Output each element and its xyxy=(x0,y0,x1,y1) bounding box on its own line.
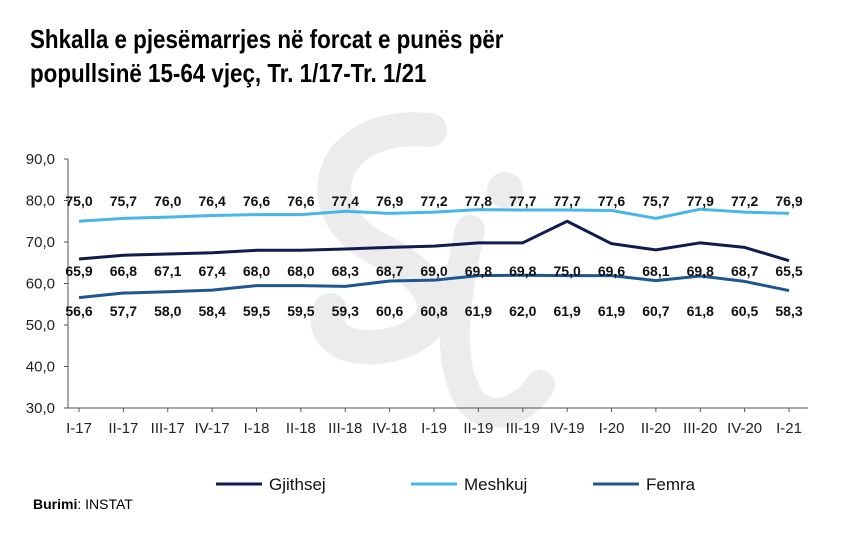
series-lines xyxy=(78,207,790,300)
x-tick-label: III-17 xyxy=(151,420,185,437)
series-line-gjithsej xyxy=(78,219,790,263)
data-label-gjithsej: 68,0 xyxy=(243,263,270,279)
data-label-gjithsej: 68,3 xyxy=(332,263,359,279)
data-label-gjithsej: 65,5 xyxy=(775,263,802,279)
legend-label-meshkuj: Meshkuj xyxy=(464,475,527,494)
data-label-meshkuj: 76,6 xyxy=(243,193,270,209)
data-label-gjithsej: 69,8 xyxy=(687,263,714,279)
data-label-gjithsej: 67,4 xyxy=(199,263,226,279)
y-tick-label: 60,0 xyxy=(26,276,55,293)
y-tick-label: 50,0 xyxy=(26,317,55,334)
data-label-meshkuj: 77,8 xyxy=(465,193,492,209)
data-label-meshkuj: 75,7 xyxy=(642,193,669,209)
legend: Gjithsej Meshkuj Femra xyxy=(216,475,696,494)
data-label-meshkuj: 77,7 xyxy=(509,193,536,209)
y-tick-label: 80,0 xyxy=(26,193,55,210)
x-tick-label: III-19 xyxy=(506,420,540,437)
data-label-meshkuj: 75,7 xyxy=(110,193,137,209)
data-label-gjithsej: 69,6 xyxy=(598,263,625,279)
legend-label-femra: Femra xyxy=(646,475,696,494)
data-label-femra: 59,5 xyxy=(287,303,314,319)
data-label-meshkuj: 77,2 xyxy=(731,193,758,209)
data-label-gjithsej: 69,0 xyxy=(420,263,447,279)
data-label-meshkuj: 76,4 xyxy=(199,193,226,209)
x-tick-label: II-20 xyxy=(641,420,671,437)
data-label-femra: 60,6 xyxy=(376,303,403,319)
data-label-gjithsej: 65,9 xyxy=(65,263,92,279)
data-label-meshkuj: 77,2 xyxy=(420,193,447,209)
data-label-femra: 60,7 xyxy=(642,303,669,319)
data-label-meshkuj: 76,9 xyxy=(376,193,403,209)
data-label-meshkuj: 77,6 xyxy=(598,193,625,209)
data-label-femra: 58,3 xyxy=(775,303,802,319)
chart-title: Shkalla e pjesëmarrjes në forcat e punës… xyxy=(30,22,684,90)
source-value: : INSTAT xyxy=(77,496,133,512)
data-label-gjithsej: 69,8 xyxy=(509,263,536,279)
y-tick-label: 90,0 xyxy=(26,151,55,168)
x-tick-label: III-20 xyxy=(683,420,717,437)
data-label-femra: 58,4 xyxy=(199,303,226,319)
source-label: Burimi xyxy=(33,496,78,512)
chart-title-line-1: Shkalla e pjesëmarrjes në forcat e punës… xyxy=(30,24,504,54)
data-label-femra: 59,3 xyxy=(332,303,359,319)
data-label-femra: 60,8 xyxy=(420,303,447,319)
data-label-femra: 61,9 xyxy=(598,303,625,319)
data-label-gjithsej: 68,7 xyxy=(731,263,758,279)
x-tick-label: II-19 xyxy=(463,420,493,437)
x-tick-label: I-21 xyxy=(776,420,802,437)
data-label-femra: 61,9 xyxy=(554,303,581,319)
data-label-femra: 57,7 xyxy=(110,303,137,319)
chart-title-line-2: popullsinë 15-64 vjeç, Tr. 1/17-Tr. 1/21 xyxy=(30,58,427,88)
x-tick-label: I-20 xyxy=(599,420,625,437)
data-label-meshkuj: 77,9 xyxy=(687,193,714,209)
x-tick-label: IV-18 xyxy=(372,420,407,437)
x-tick-label: IV-17 xyxy=(195,420,230,437)
x-tick-label: IV-19 xyxy=(550,420,585,437)
data-label-gjithsej: 68,7 xyxy=(376,263,403,279)
data-label-meshkuj: 77,4 xyxy=(332,193,359,209)
x-tick-label: II-17 xyxy=(108,420,138,437)
data-label-gjithsej: 67,1 xyxy=(154,263,181,279)
data-label-meshkuj: 75,0 xyxy=(65,193,92,209)
axes: 30,0 40,0 50,0 60,0 70,0 80,0 90,0 I-17 II-17 III… xyxy=(26,151,808,437)
x-tick-label: III-18 xyxy=(328,420,362,437)
data-label-gjithsej: 68,1 xyxy=(642,263,669,279)
x-tick-label: I-17 xyxy=(66,420,92,437)
data-label-femra: 61,8 xyxy=(687,303,714,319)
data-label-femra: 59,5 xyxy=(243,303,270,319)
source-note: Burimi: INSTAT xyxy=(33,496,133,512)
y-tick-label: 70,0 xyxy=(26,234,55,251)
x-tick-label: I-19 xyxy=(421,420,447,437)
data-label-gjithsej: 68,0 xyxy=(287,263,314,279)
data-label-meshkuj: 76,6 xyxy=(287,193,314,209)
x-tick-label: I-18 xyxy=(244,420,270,437)
y-tick-label: 30,0 xyxy=(26,400,55,417)
data-label-gjithsej: 69,8 xyxy=(465,263,492,279)
data-label-femra: 56,6 xyxy=(65,303,92,319)
x-tick-label: IV-20 xyxy=(727,420,762,437)
watermark-dot xyxy=(487,172,523,208)
data-label-gjithsej: 66,8 xyxy=(110,263,137,279)
watermark-stroke-i xyxy=(439,215,555,428)
legend-label-gjithsej: Gjithsej xyxy=(269,475,326,494)
y-tick-label: 40,0 xyxy=(26,359,55,376)
data-labels: 65,9 66,8 67,1 67,4 68,0 68,0 68,3 68,7 69,0 69,8… xyxy=(65,193,802,319)
data-label-gjithsej: 75,0 xyxy=(554,263,581,279)
series-line-meshkuj xyxy=(78,207,790,223)
data-label-femra: 58,0 xyxy=(154,303,181,319)
data-label-meshkuj: 77,7 xyxy=(554,193,581,209)
data-label-femra: 62,0 xyxy=(509,303,536,319)
data-label-femra: 61,9 xyxy=(465,303,492,319)
data-label-meshkuj: 76,0 xyxy=(154,193,181,209)
data-label-femra: 60,5 xyxy=(731,303,758,319)
x-tick-label: II-18 xyxy=(286,420,316,437)
data-label-meshkuj: 76,9 xyxy=(775,193,802,209)
